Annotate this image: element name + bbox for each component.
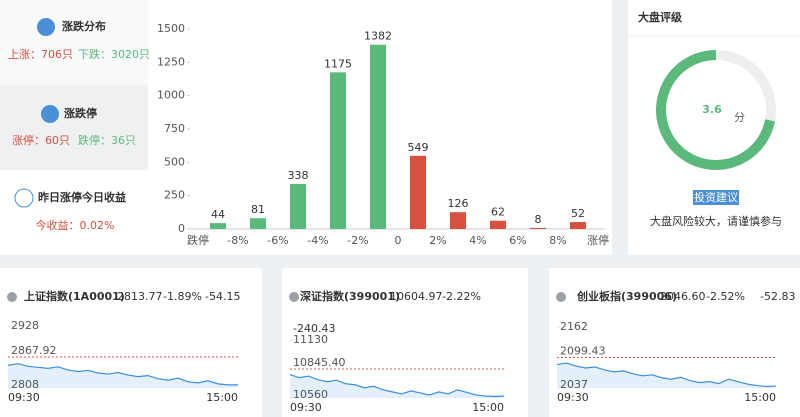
value-label: 52 xyxy=(571,207,585,220)
bar xyxy=(450,212,466,229)
x-tick-label: 8% xyxy=(549,234,566,247)
y-tick-label: 1250 xyxy=(157,55,185,68)
x-tick-label: 2% xyxy=(429,234,446,247)
value-label: 338 xyxy=(288,169,309,182)
gauge-value: 3.6 xyxy=(702,103,722,116)
bar xyxy=(410,155,426,229)
bar xyxy=(210,223,226,229)
stat: 跌停：36只 xyxy=(78,133,136,147)
index-pct: -2.52% xyxy=(706,290,745,303)
index-change: -240.43 xyxy=(293,322,335,335)
area xyxy=(290,374,504,398)
icon xyxy=(14,188,34,208)
clock-icon xyxy=(289,292,299,302)
section-title: 昨日涨停今日收益 xyxy=(38,190,126,204)
stat: 今收益：0.02% xyxy=(36,218,115,232)
bar xyxy=(530,227,546,229)
y-tick-label: 2162 xyxy=(560,320,588,333)
value-label: 126 xyxy=(448,197,469,210)
index-name: 上证指数(1A0001) xyxy=(24,289,125,303)
reference-label: 2867.92 xyxy=(11,344,57,357)
reference-label: 10845.40 xyxy=(293,356,346,369)
y-tick-label: 1500 xyxy=(157,22,185,35)
bar xyxy=(370,44,386,229)
y-tick-label: 2808 xyxy=(11,378,39,391)
icon xyxy=(37,18,55,36)
value-label: 8 xyxy=(535,213,542,226)
gauge-arc xyxy=(656,50,775,170)
x-tick-label: 09:30 xyxy=(290,401,322,414)
y-tick-label: 500 xyxy=(164,155,185,168)
bar xyxy=(290,183,306,229)
value-label: 1175 xyxy=(324,57,352,70)
y-tick-label: 0 xyxy=(178,222,185,235)
line xyxy=(556,362,777,388)
y-tick-label: 750 xyxy=(164,122,185,135)
bar xyxy=(490,220,506,229)
bar xyxy=(330,72,346,229)
index-card xyxy=(0,268,262,417)
index-name: 深证指数(399001) xyxy=(300,289,400,303)
x-tick-label: 0 xyxy=(395,234,402,247)
panel-title: 大盘评级 xyxy=(638,10,683,24)
value-label: 549 xyxy=(408,141,429,154)
reference-label: 2099.43 xyxy=(560,345,606,358)
value-label: 62 xyxy=(491,206,505,219)
x-tick-label: -2% xyxy=(347,234,368,247)
x-tick-label: 15:00 xyxy=(206,391,238,404)
index-change: -54.15 xyxy=(205,290,240,303)
index-card xyxy=(549,268,800,417)
x-tick-label: 4% xyxy=(469,234,486,247)
x-tick-label: 涨停 xyxy=(587,233,609,247)
sidebar-section xyxy=(0,85,148,170)
x-tick-label: -6% xyxy=(267,234,288,247)
area xyxy=(557,363,776,388)
x-tick-label: 15:00 xyxy=(472,401,504,414)
y-tick-label: 2928 xyxy=(11,319,39,332)
x-tick-label: 09:30 xyxy=(8,391,40,404)
index-price: 2046.60 xyxy=(660,290,706,303)
x-tick-label: 15:00 xyxy=(744,391,776,404)
x-tick-label: 09:30 xyxy=(557,391,589,404)
stat: 涨停：60只 xyxy=(12,133,70,147)
index-pct: -1.89% xyxy=(163,290,202,303)
index-price: 10604.97 xyxy=(390,290,443,303)
y-tick-label: 1000 xyxy=(157,89,185,102)
index-pct: -2.22% xyxy=(442,290,481,303)
unit: 分 xyxy=(734,111,745,124)
icon xyxy=(41,105,59,123)
x-tick-label: -8% xyxy=(227,234,248,247)
area xyxy=(8,363,238,388)
x-tick-label: 6% xyxy=(509,234,526,247)
y-tick-label: 10560 xyxy=(293,388,328,401)
line xyxy=(289,374,505,398)
x-tick-label: -4% xyxy=(307,234,328,247)
index-change: -52.83 xyxy=(760,290,795,303)
bar xyxy=(570,222,586,229)
badge xyxy=(693,190,739,205)
value-label: 1382 xyxy=(364,30,392,43)
sidebar-section xyxy=(0,170,148,255)
clock-icon xyxy=(556,292,566,302)
index-name: 创业板指(399006) xyxy=(576,289,677,303)
index-price: 2813.77 xyxy=(117,290,163,303)
y-tick-label: 2037 xyxy=(560,378,588,391)
section-title: 涨跌停 xyxy=(64,106,97,120)
line xyxy=(7,363,238,386)
sidebar-section xyxy=(0,0,148,85)
y-tick-label: 250 xyxy=(164,189,185,202)
stat: 下跌：3020只 xyxy=(78,47,150,61)
x-tick-label: 跌停 xyxy=(187,233,209,247)
value-label: 81 xyxy=(251,203,265,216)
stat: 上涨：706只 xyxy=(8,48,73,61)
badge-text: 投资建议 xyxy=(694,190,738,204)
y-tick-label: 11130 xyxy=(293,333,328,346)
clock-icon xyxy=(7,292,17,302)
section-title: 涨跌分布 xyxy=(62,19,106,33)
advice: 大盘风险较大，请谨慎参与 xyxy=(650,214,782,228)
bar xyxy=(250,218,266,229)
value-label: 44 xyxy=(211,208,225,221)
